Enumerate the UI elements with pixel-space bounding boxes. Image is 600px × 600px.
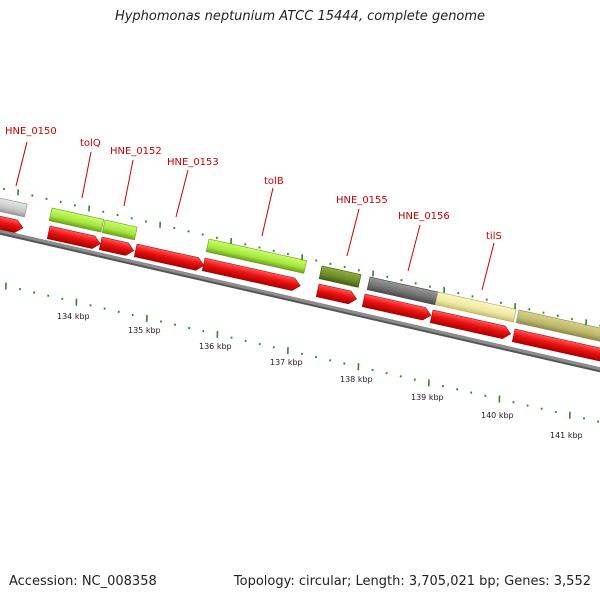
- leader-line-HNE_0152: [123, 159, 134, 207]
- feature-tolB: [205, 238, 307, 274]
- scale-label-138: 138 kbp: [340, 375, 373, 384]
- scale-label-137: 137 kbp: [270, 358, 303, 367]
- cds-arrow: [133, 243, 205, 271]
- cds-arrow: [201, 257, 301, 291]
- gene-label-HNE_0153: HNE_0153: [167, 157, 219, 168]
- cds-arrow: [511, 328, 600, 363]
- cds-arrow: [429, 309, 512, 339]
- scale-tick-track: [5, 282, 600, 423]
- map-title: Hyphomonas neptunium ATCC 15444, complet…: [114, 9, 486, 24]
- genome-summary-text: Topology: circular; Length: 3,705,021 bp…: [233, 574, 591, 589]
- scale-label-140: 140 kbp: [481, 411, 514, 420]
- cds-arrow: [361, 293, 432, 321]
- cds-arrow: [0, 214, 24, 233]
- scale-label-134: 134 kbp: [57, 312, 90, 321]
- gene-label-HNE_0150: HNE_0150: [5, 126, 57, 137]
- leader-line-tolB: [261, 187, 274, 237]
- cds-arrow: [46, 225, 101, 249]
- cds-arrow-ring: [0, 214, 600, 363]
- gene-label-tolQ: tolQ: [80, 138, 101, 149]
- scale-label-141: 141 kbp: [550, 431, 583, 440]
- gene-label-tilS: tilS: [486, 231, 502, 242]
- scale-label-136: 136 kbp: [199, 342, 232, 351]
- gene-label-HNE_0156: HNE_0156: [398, 211, 450, 222]
- outer-feature-ring: [0, 196, 600, 344]
- feature-HNE_0155: [318, 265, 362, 288]
- gene-leader-lines: [15, 141, 495, 291]
- scale-label-135: 135 kbp: [128, 326, 161, 335]
- scale-labels: 134 kbp 135 kbp 136 kbp 137 kbp 138 kbp …: [57, 312, 583, 440]
- leader-line-HNE_0150: [15, 141, 28, 187]
- feature-tolQ: [48, 207, 105, 233]
- feature-tilS: [434, 291, 517, 323]
- scale-label-139: 139 kbp: [411, 393, 444, 402]
- feature-HNE_0152: [101, 219, 138, 241]
- leader-line-tilS: [481, 242, 495, 291]
- cds-arrow: [315, 283, 358, 305]
- leader-line-HNE_0156: [407, 224, 421, 272]
- accession-text: Accession: NC_008358: [9, 574, 157, 589]
- leader-line-HNE_0153: [175, 169, 189, 218]
- backbone: [0, 229, 600, 371]
- gene-label-tolB: tolB: [264, 176, 284, 187]
- feature-unlabeled-left: [0, 196, 28, 218]
- gene-label-HNE_0155: HNE_0155: [336, 195, 388, 206]
- gene-labels: HNE_0150 tolQ HNE_0152 HNE_0153 tolB HNE…: [5, 126, 502, 242]
- top-tick-track: [2, 187, 600, 327]
- cds-arrow: [98, 236, 135, 256]
- feature-right-edge: [515, 309, 600, 344]
- leader-line-tolQ: [81, 151, 92, 199]
- leader-line-HNE_0155: [346, 208, 360, 257]
- gene-label-HNE_0152: HNE_0152: [110, 146, 162, 157]
